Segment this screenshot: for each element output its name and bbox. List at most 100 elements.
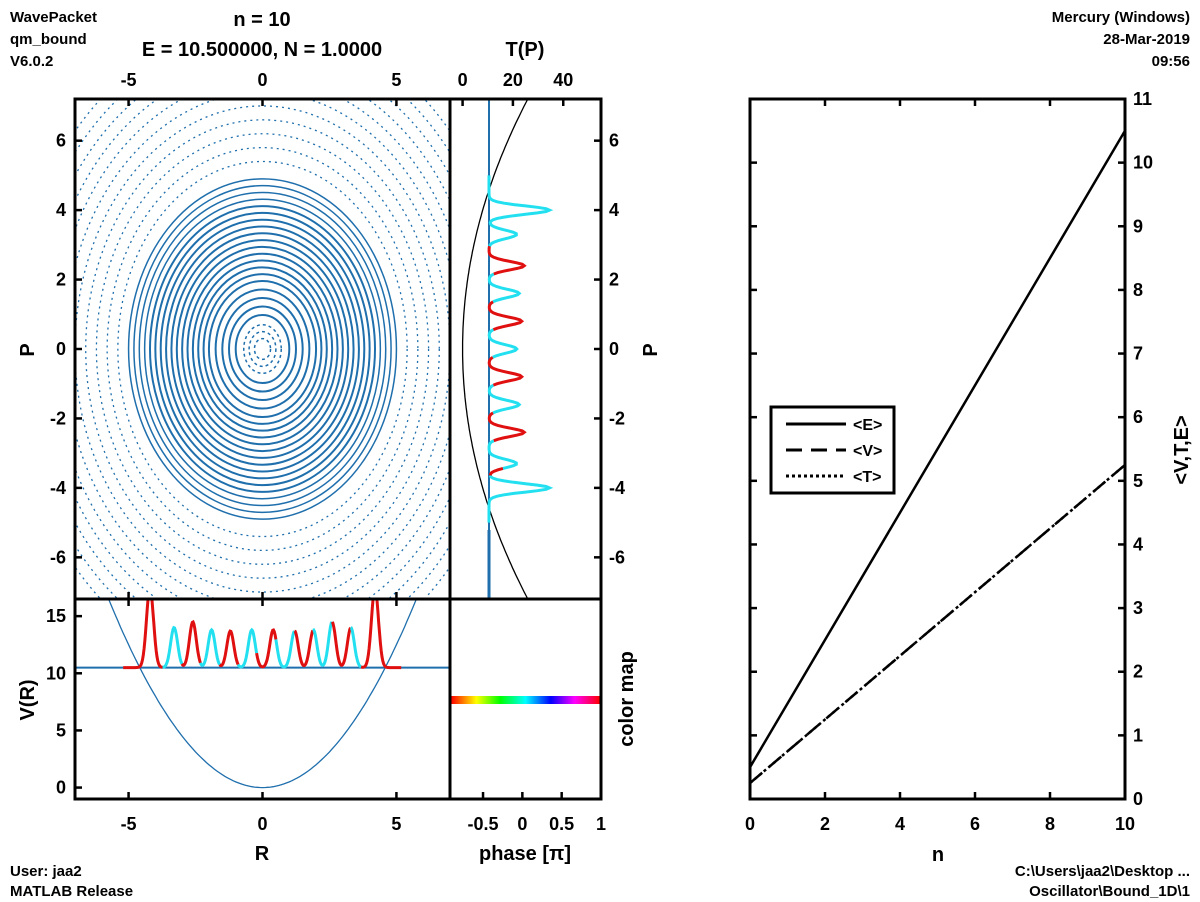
ps-ytick-label: -4 — [50, 478, 66, 498]
contour-ring-inner — [253, 337, 272, 361]
contour-ring — [186, 252, 339, 446]
md-ytick-label: 2 — [609, 270, 619, 290]
ev-ytick-label: 2 — [1133, 662, 1143, 682]
contour-ring — [159, 218, 366, 480]
position-axes — [73, 597, 452, 801]
ps-ylabel: P — [17, 343, 39, 356]
colormap-bar — [451, 696, 600, 704]
ps-ytick-label: 0 — [56, 339, 66, 359]
position-wave-segment — [123, 600, 163, 670]
pd-ytick-label: 10 — [46, 663, 66, 683]
ev-ytick-label: 10 — [1133, 153, 1153, 173]
cm-xtick-label: -0.5 — [468, 814, 499, 834]
legend-label-V: <V> — [853, 443, 882, 460]
contour-ring — [165, 225, 360, 473]
ps-ytick-label: -2 — [50, 408, 66, 428]
contour-ring — [133, 184, 392, 514]
pd-ytick-label: 0 — [56, 778, 66, 798]
ev-ytick-label: 4 — [1133, 534, 1143, 554]
expectation-axes — [748, 97, 1127, 801]
pd-ytick-label: 5 — [56, 720, 66, 740]
ev-xtick-label: 8 — [1045, 814, 1055, 834]
ps-top-tick-label: 5 — [391, 70, 401, 90]
pd-xtick-label: 5 — [391, 814, 401, 834]
momentum-wave-segment — [487, 439, 518, 470]
contour-ring — [143, 198, 382, 500]
contour-ring — [127, 178, 398, 520]
ev-ytick-label: 1 — [1133, 725, 1143, 745]
contour-ring-inner — [243, 323, 282, 375]
time-label: 09:56 — [1151, 53, 1190, 70]
momentum-wave-segment — [487, 175, 554, 247]
contour-ring-outer — [76, 100, 449, 598]
potential-curve — [108, 600, 417, 789]
release-label: MATLAB Release — [10, 883, 134, 900]
ps-top-tick-label: 0 — [257, 70, 267, 90]
ps-ytick-label: 4 — [56, 200, 66, 220]
position-wave-segment — [274, 630, 296, 669]
ev-ytick-label: 8 — [1133, 280, 1143, 300]
ev-xtick-label: 0 — [745, 814, 755, 834]
contour-ring-outer — [76, 100, 449, 598]
ev-xlabel: n — [932, 844, 944, 866]
pd-xtick-label: 0 — [257, 814, 267, 834]
md-ytick-label: -2 — [609, 408, 625, 428]
program-name: WavePacket — [10, 9, 97, 26]
cm-xtick-label: 0 — [517, 814, 527, 834]
cm-xtick-label: 0.5 — [549, 814, 574, 834]
series-line-dotted — [749, 463, 1126, 785]
contour-ring — [207, 279, 318, 419]
md-ytick-label: -6 — [609, 547, 625, 567]
momentum-wave-segment — [487, 245, 527, 276]
contour-ring — [191, 259, 334, 439]
position-wave-segment — [236, 627, 259, 669]
contour-ring — [175, 239, 350, 459]
md-ylabel: P — [640, 343, 662, 356]
ev-ytick-label: 9 — [1133, 216, 1143, 236]
phase-space-contours — [76, 100, 449, 598]
momentum-wave-segment — [488, 466, 504, 476]
ev-xtick-label: 6 — [970, 814, 980, 834]
pd-xlabel: R — [255, 843, 270, 865]
position-wave-segment — [349, 626, 362, 669]
colormap-axes — [448, 597, 603, 801]
md-ytick-label: 0 — [609, 339, 619, 359]
ps-top-tick-label: -5 — [121, 70, 137, 90]
momentum-wave-segment — [487, 383, 522, 415]
ps-ytick-label: -6 — [50, 547, 66, 567]
contour-ring-outer — [76, 100, 449, 598]
position-wave-segment — [312, 621, 334, 667]
contour-ring — [234, 313, 291, 385]
contour-ring-outer — [85, 119, 440, 579]
contour-ring — [138, 191, 387, 507]
title-n: n = 10 — [233, 9, 290, 31]
series-line-solid — [748, 130, 1127, 768]
ev-xtick-label: 10 — [1115, 814, 1135, 834]
ev-xtick-label: 4 — [895, 814, 905, 834]
path-label-2: Oscillator\Bound_1D\1 — [1029, 883, 1190, 900]
pd-xtick-label: -5 — [121, 814, 137, 834]
contour-ring — [154, 211, 371, 487]
contour-ring — [149, 205, 376, 493]
date-label: 28-Mar-2019 — [1103, 31, 1190, 48]
ev-ytick-label: 5 — [1133, 471, 1143, 491]
ev-ytick-label: 6 — [1133, 407, 1143, 427]
contour-ring — [197, 266, 328, 432]
momentum-wave-segment — [487, 474, 554, 523]
pd-ylabel: V(R) — [17, 679, 39, 720]
position-wave-segment — [255, 628, 278, 669]
md-top-tick-label: 40 — [553, 70, 573, 90]
contour-ring-outer — [95, 133, 430, 565]
momentum-wave-segment — [487, 300, 525, 332]
momentum-wave-segment — [487, 356, 525, 387]
legend: <E> <V> <T> — [769, 405, 896, 495]
version-label: V6.0.2 — [10, 53, 54, 70]
momentum-wave-segment — [487, 411, 527, 443]
cm-xtick-label: 1 — [596, 814, 606, 834]
md-top-tick-label: 0 — [458, 70, 468, 90]
kinetic-parabola — [461, 100, 529, 598]
routine-name: qm_bound — [10, 31, 87, 48]
momentum-density-plot — [461, 100, 554, 598]
md-ytick-label: 6 — [609, 131, 619, 151]
